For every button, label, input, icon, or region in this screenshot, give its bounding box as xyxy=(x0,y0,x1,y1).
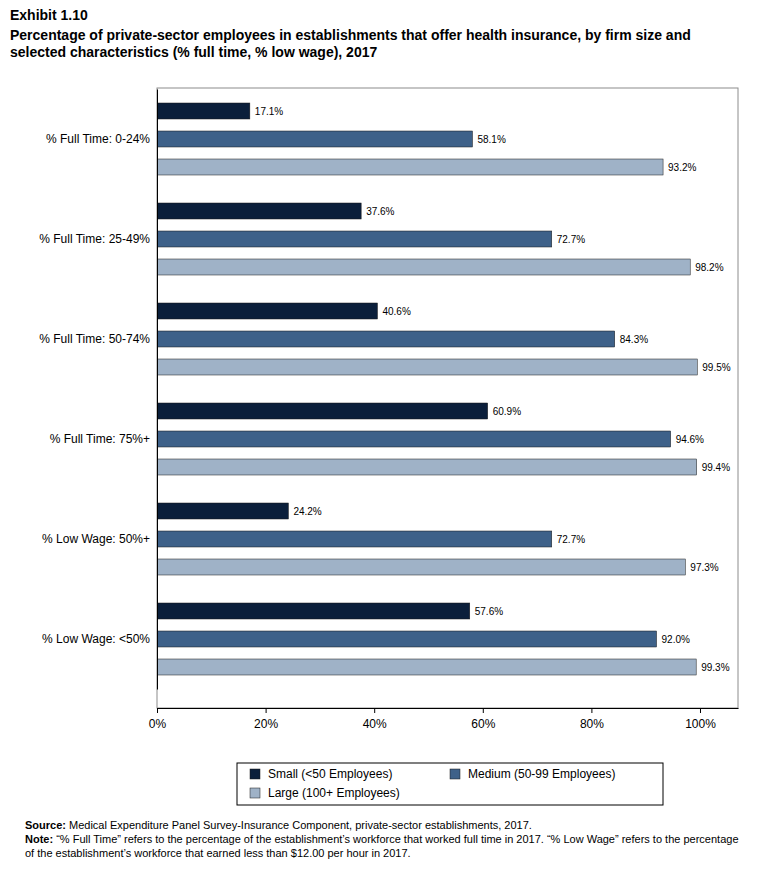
bar xyxy=(157,103,250,119)
legend-swatch xyxy=(250,788,260,798)
data-label: 17.1% xyxy=(255,106,283,117)
bars xyxy=(157,103,697,675)
data-label: 57.6% xyxy=(475,606,503,617)
category-label: % Full Time: 50-74% xyxy=(39,332,150,346)
tick-mark xyxy=(483,708,484,713)
legend-swatch xyxy=(450,769,460,779)
data-label: 40.6% xyxy=(382,306,410,317)
data-labels: 17.1% 37.6% 40.6% 60.9% 24.2% 57.6% 58.1% 72.7%… xyxy=(255,106,731,673)
annotation-text: “% Full Time” refers to the percentage o… xyxy=(25,833,739,859)
bar xyxy=(157,331,615,347)
legend-swatch xyxy=(250,769,260,779)
data-label: 93.2% xyxy=(668,162,696,173)
x-axis: 0% 20% 40% 60% 80% 100% xyxy=(149,708,739,731)
data-label: 98.2% xyxy=(695,262,723,273)
tick: 0% xyxy=(149,708,167,731)
data-label: 94.6% xyxy=(676,434,704,445)
chart: 17.1% 37.6% 40.6% 60.9% 24.2% 57.6% 58.1% 72.7%… xyxy=(0,0,758,883)
bar xyxy=(157,259,690,275)
bar xyxy=(157,203,361,219)
legend-label: Large (100+ Employees) xyxy=(268,786,400,800)
plot-frame xyxy=(157,88,738,708)
bar xyxy=(157,531,552,547)
tick: 100% xyxy=(685,708,716,731)
bar xyxy=(157,659,696,675)
tick: % Low Wage: <50% xyxy=(42,632,150,646)
tick: % Full Time: 50-74% xyxy=(39,332,150,346)
tick-mark xyxy=(700,708,701,713)
category-label: % Low Wage: <50% xyxy=(42,632,150,646)
annotation-label: Note: xyxy=(25,833,53,845)
data-label: 72.7% xyxy=(557,234,585,245)
tick: 80% xyxy=(580,708,604,731)
data-label: 99.5% xyxy=(702,362,730,373)
bar xyxy=(157,559,685,575)
annotation: Note: “% Full Time” refers to the percen… xyxy=(25,832,740,860)
bar xyxy=(157,303,377,319)
bar xyxy=(157,431,671,447)
tick: 60% xyxy=(471,708,495,731)
tick-label: 20% xyxy=(254,717,278,731)
tick-mark xyxy=(157,708,158,713)
tick: % Full Time: 0-24% xyxy=(46,132,150,146)
category-label: % Full Time: 25-49% xyxy=(39,232,150,246)
legend-box xyxy=(237,763,663,805)
y-axis: % Full Time: 0-24% % Full Time: 25-49% % F… xyxy=(39,90,157,690)
tick-label: 40% xyxy=(363,717,387,731)
tick-label: 80% xyxy=(580,717,604,731)
notes: Source: Medical Expenditure Panel Survey… xyxy=(25,818,740,860)
category-label: % Full Time: 0-24% xyxy=(46,132,150,146)
category-label: % Full Time: 75%+ xyxy=(50,432,150,446)
tick: % Full Time: 75%+ xyxy=(50,432,150,446)
bar xyxy=(157,459,697,475)
bar xyxy=(157,603,470,619)
axis-line xyxy=(157,90,158,690)
bar xyxy=(157,631,657,647)
bar xyxy=(157,131,472,147)
annotation-text: Medical Expenditure Panel Survey-Insuran… xyxy=(69,819,532,831)
annotation: Source: Medical Expenditure Panel Survey… xyxy=(25,818,740,832)
title: Exhibit 1.10 xyxy=(10,7,745,24)
bar xyxy=(157,403,488,419)
tick-mark xyxy=(374,708,375,713)
data-label: 37.6% xyxy=(366,206,394,217)
data-label: 24.2% xyxy=(293,506,321,517)
bar xyxy=(157,231,552,247)
data-label: 60.9% xyxy=(493,406,521,417)
category-label: % Low Wage: 50%+ xyxy=(42,532,150,546)
data-label: 92.0% xyxy=(662,634,690,645)
data-label: 97.3% xyxy=(690,562,718,573)
subtitle: Percentage of private-sector employees i… xyxy=(10,27,745,61)
annotation-label: Source: xyxy=(25,819,66,831)
tick: 20% xyxy=(254,708,278,731)
legend-label: Medium (50-99 Employees) xyxy=(468,767,615,781)
bar xyxy=(157,159,663,175)
tick: % Full Time: 25-49% xyxy=(39,232,150,246)
bar xyxy=(157,359,697,375)
data-label: 84.3% xyxy=(620,334,648,345)
data-label: 99.4% xyxy=(702,462,730,473)
tick-label: 100% xyxy=(685,717,716,731)
tick-mark xyxy=(266,708,267,713)
data-label: 99.3% xyxy=(701,662,729,673)
axis-line xyxy=(158,708,739,709)
tick: 40% xyxy=(363,708,387,731)
legend: Small (<50 Employees) Medium (50-99 Emplo… xyxy=(237,763,663,805)
data-label: 72.7% xyxy=(557,534,585,545)
data-label: 58.1% xyxy=(477,134,505,145)
legend-label: Small (<50 Employees) xyxy=(268,767,392,781)
tick-mark xyxy=(591,708,592,713)
tick-label: 60% xyxy=(471,717,495,731)
bar xyxy=(157,503,288,519)
tick-label: 0% xyxy=(149,717,167,731)
tick: % Low Wage: 50%+ xyxy=(42,532,150,546)
